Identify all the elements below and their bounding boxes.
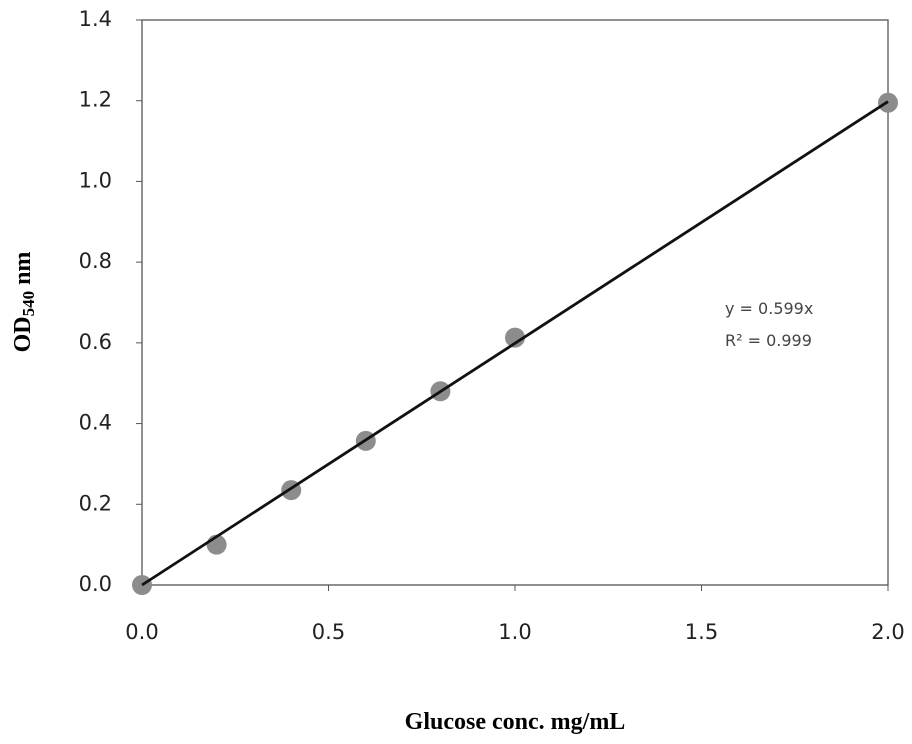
x-axis-title: Glucose conc. mg/mL [405,709,626,735]
y-title-unit: nm [10,252,36,291]
y-title-main: OD [10,316,36,352]
equation: y = 0.599x [725,299,813,318]
y-axis-title: OD540 nm [10,252,38,353]
r-squared: R² = 0.999 [725,331,812,350]
x-tick-label: 0.5 [312,620,345,644]
x-tick-label: 0.0 [125,620,158,644]
x-tick-label: 1.0 [498,620,531,644]
y-tick-label: 0.2 [79,491,112,515]
y-tick-label: 0.6 [79,330,112,354]
y-tick-label: 1.2 [79,88,112,112]
y-tick-label: 0.8 [79,249,112,273]
x-tick-label: 1.5 [685,620,718,644]
y-tick-label: 0.0 [79,572,112,596]
y-tick-label: 0.4 [79,411,112,435]
y-tick-label: 1.4 [79,7,112,31]
data-point [505,327,525,348]
y-tick-label: 1.0 [79,168,112,192]
y-title-sub: 540 [19,291,38,317]
trendline [141,100,889,587]
x-tick-label: 2.0 [871,620,904,644]
